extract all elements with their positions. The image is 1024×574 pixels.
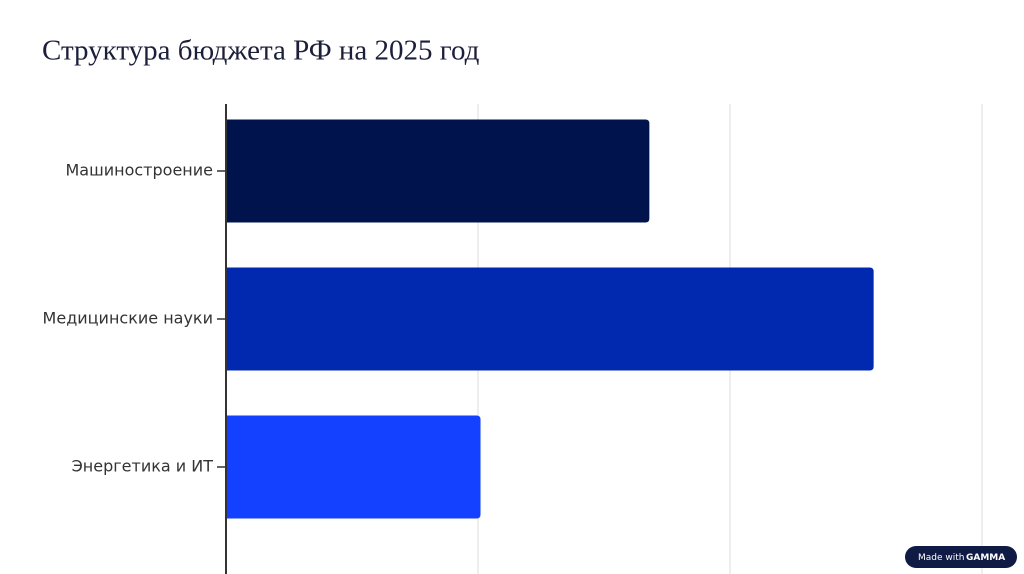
y-tick-label: Машиностроение	[65, 161, 213, 180]
bar	[226, 415, 481, 519]
badge-prefix: Made with	[918, 553, 965, 563]
chart-title: Структура бюджета РФ на 2025 год	[42, 35, 480, 67]
y-tick-label: Медицинские науки	[43, 309, 213, 328]
badge-brand: GAMMA	[966, 553, 1005, 563]
bar	[226, 119, 650, 223]
gamma-badge[interactable]: Made with GAMMA	[905, 546, 1017, 568]
y-tick-label: Энергетика и ИТ	[72, 457, 214, 476]
bar	[226, 267, 874, 371]
badge-background	[905, 546, 1017, 568]
plot: Машиностроение Медицинские науки Энергетик…	[43, 104, 983, 574]
